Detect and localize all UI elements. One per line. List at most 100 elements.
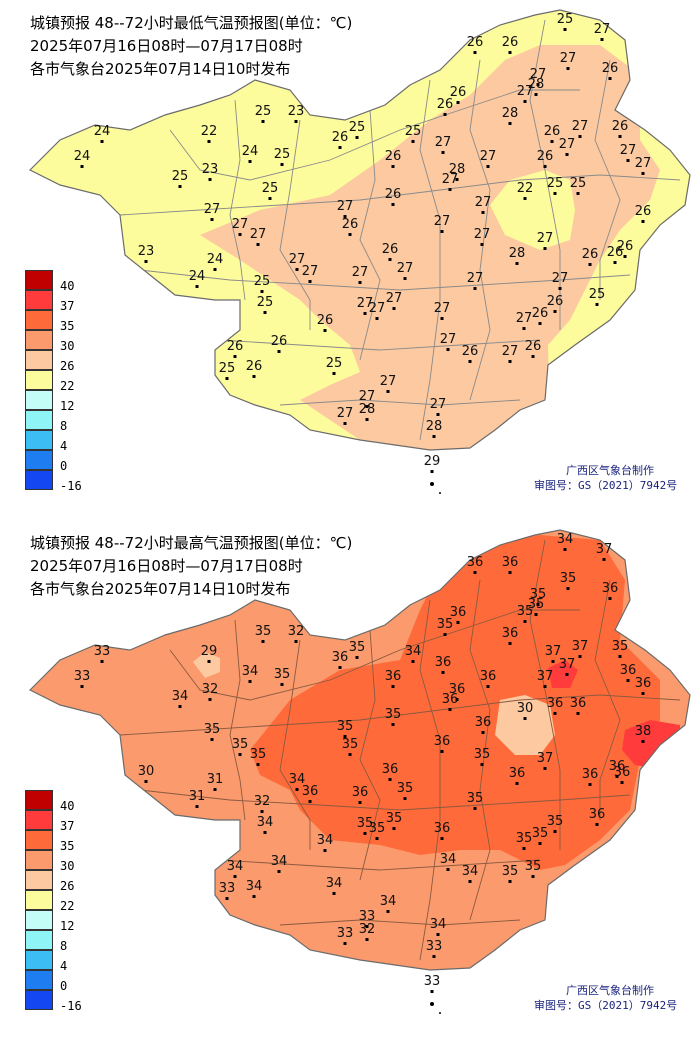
max-station-value: 33 — [426, 939, 443, 954]
min-legend-swatch — [25, 370, 53, 390]
max-station-value: 36 — [547, 696, 564, 711]
max-station-dot — [100, 660, 104, 663]
max-station-value: 35 — [474, 747, 491, 762]
min-station-value: 22 — [517, 181, 534, 196]
min-station-dot — [486, 165, 490, 168]
max-station-dot — [441, 671, 445, 674]
max-station-value: 36 — [635, 676, 652, 691]
max-station-value: 35 — [337, 719, 354, 734]
max-station-dot — [615, 775, 619, 778]
min-station-dot — [263, 311, 267, 314]
max-station-value: 33 — [219, 881, 236, 896]
max-station-dot — [430, 990, 434, 993]
max-station-value: 36 — [475, 715, 492, 730]
min-station-dot — [248, 160, 252, 163]
max-station-dot — [551, 660, 555, 663]
min-station-value: 27 — [352, 265, 369, 280]
min-issue-info: 各市气象台2025年07月14日10时发布 — [30, 60, 291, 78]
max-station-value: 38 — [635, 724, 652, 739]
max-station-value: 36 — [442, 692, 459, 707]
max-station-value: 35 — [232, 737, 249, 752]
min-station-dot — [522, 327, 526, 330]
max-station-dot — [563, 548, 567, 551]
max-station-value: 33 — [359, 909, 376, 924]
min-station-value: 26 — [450, 85, 467, 100]
min-station-value: 27 — [204, 202, 221, 217]
max-station-dot — [448, 708, 452, 711]
max-legend-entry: 26 — [25, 870, 105, 892]
max-station-dot — [178, 705, 182, 708]
min-station-dot — [436, 413, 440, 416]
min-station-dot — [641, 172, 645, 175]
max-station-value: 36 — [570, 696, 587, 711]
min-island — [430, 482, 441, 494]
min-legend-entry: 40 — [25, 270, 105, 293]
max-station-dot — [432, 955, 436, 958]
min-legend-label: 0 — [60, 459, 68, 473]
max-station-value: 34 — [271, 854, 288, 869]
min-map-title: 城镇预报 48--72小时最低气温预报图(单位：℃) — [30, 14, 353, 32]
min-station-value: 25 — [274, 147, 291, 162]
min-station-value: 25 — [326, 356, 343, 371]
min-station-dot — [441, 151, 445, 154]
max-station-dot — [256, 763, 260, 766]
max-station-value: 36 — [434, 734, 451, 749]
max-station-dot — [543, 685, 547, 688]
min-station-dot — [80, 165, 84, 168]
min-station-value: 26 — [462, 344, 479, 359]
min-station-value: 26 — [382, 242, 399, 257]
min-station-value: 23 — [288, 104, 305, 119]
max-station-dot — [566, 587, 570, 590]
max-station-value: 36 — [620, 663, 637, 678]
min-station-value: 27 — [516, 311, 533, 326]
max-station-value: 33 — [337, 926, 354, 941]
max-station-value: 34 — [430, 917, 447, 932]
max-station-value: 29 — [201, 644, 218, 659]
max-station-dot — [391, 685, 395, 688]
min-station-dot — [508, 122, 512, 125]
min-station-value: 28 — [502, 106, 519, 121]
max-station-dot — [608, 597, 612, 600]
max-station-dot — [210, 738, 214, 741]
max-map-title: 城镇预报 48--72小时最高气温预报图(单位：℃) — [30, 534, 353, 552]
min-legend-entry: -16 — [25, 470, 105, 492]
min-station-value: 25 — [405, 124, 422, 139]
max-station-dot — [295, 788, 299, 791]
max-station-dot — [508, 642, 512, 645]
max-legend-label: -16 — [60, 999, 82, 1013]
min-station-value: 27 — [430, 397, 447, 412]
min-station-value: 26 — [602, 61, 619, 76]
min-station-value: 27 — [440, 332, 457, 347]
min-station-value: 27 — [359, 389, 376, 404]
min-station-value: 24 — [74, 149, 91, 164]
max-station-dot — [595, 823, 599, 826]
max-station-dot — [531, 875, 535, 878]
max-legend-entry: 40 — [25, 790, 105, 812]
max-station-value: 33 — [74, 669, 91, 684]
max-station-value: 35 — [467, 791, 484, 806]
min-legend-label: 40 — [60, 279, 75, 293]
min-station-dot — [210, 218, 214, 221]
max-station-value: 34 — [257, 815, 274, 830]
max-station-value: 37 — [537, 669, 554, 684]
min-station-dot — [448, 188, 452, 191]
min-station-value: 23 — [202, 162, 219, 177]
max-station-dot — [534, 613, 538, 616]
min-station-dot — [432, 435, 436, 438]
min-station-value: 26 — [271, 334, 288, 349]
min-warm-zone — [200, 45, 660, 450]
min-station-dot — [144, 260, 148, 263]
max-station-dot — [455, 698, 459, 701]
max-station-dot — [565, 673, 569, 676]
min-station-dot — [595, 303, 599, 306]
max-station-dot — [343, 735, 347, 738]
min-station-dot — [208, 178, 212, 181]
max-station-dot — [332, 892, 336, 895]
max-legend-entry: 0 — [25, 970, 105, 992]
max-station-dot — [391, 723, 395, 726]
min-station-dot — [178, 185, 182, 188]
max-legend-entry: 4 — [25, 950, 105, 972]
max-station-dot — [363, 832, 367, 835]
max-station-dot — [355, 656, 359, 659]
min-legend-entry: 30 — [25, 330, 105, 352]
